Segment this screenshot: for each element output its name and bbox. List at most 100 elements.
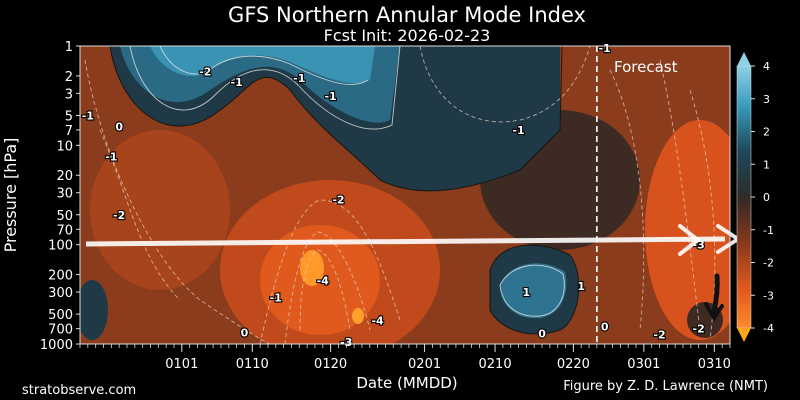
y-tick-label: 1000 — [40, 338, 73, 353]
contour-label: 0 — [241, 327, 249, 340]
contour-neg-9 — [609, 69, 645, 331]
contour-label: 1 — [577, 280, 585, 293]
plot-field — [80, 46, 730, 344]
footer-site: stratobserve.com — [22, 383, 136, 398]
forecast-label: Forecast — [614, 58, 678, 76]
contour-label: -1 — [231, 76, 243, 89]
contour-label: -1 — [105, 151, 117, 164]
contour-pos-2 — [159, 46, 369, 85]
contour-label: -4 — [371, 315, 384, 328]
y-tick-label: 5 — [65, 109, 73, 124]
down-arrow-head — [704, 302, 724, 322]
y-tick-label: 10 — [56, 139, 73, 154]
plot-frame — [79, 45, 731, 345]
contour-neg-4 — [284, 231, 371, 344]
contour-zero-1 — [109, 46, 563, 192]
field-region-positive-5 — [500, 263, 567, 319]
field-region-min-2 — [352, 308, 364, 324]
contour-pos-3 — [499, 264, 565, 317]
y-tick-label: 30 — [56, 187, 73, 202]
chart-title: GFS Northern Annular Mode Index — [228, 3, 586, 27]
colorbar-max-triangle — [737, 52, 751, 66]
contour-label: -2 — [653, 328, 665, 341]
arrow-head-1 — [678, 224, 702, 256]
contour-label: -2 — [199, 65, 211, 78]
field-region-negative-1 — [90, 130, 230, 290]
contour-label: -1 — [270, 291, 282, 304]
colorbar-ticks: 4 3 2 1 0 -1 -2 -3 -4 — [751, 60, 774, 335]
contour-label: 0 — [115, 121, 123, 134]
negative-contours — [84, 46, 716, 344]
x-axis: 0101 0110 0120 0201 0210 0220 0301 0310 — [79, 344, 731, 372]
contour-pos-1 — [129, 46, 401, 130]
contour-label: -1 — [82, 109, 94, 122]
y-tick-label: 200 — [48, 269, 73, 284]
y-tick-label: 20 — [56, 169, 73, 184]
contour-label: -2 — [113, 209, 125, 222]
y-tick-label: 1 — [65, 40, 73, 55]
contour-label: -1 — [324, 90, 336, 103]
contour-label: -1 — [512, 124, 524, 137]
y-tick-label: 7 — [65, 124, 73, 139]
field-region-positive-1 — [110, 46, 560, 191]
y-tick-label: 500 — [48, 308, 73, 323]
positive-contours — [129, 46, 565, 317]
contour-labels: -10-1-2-2-1 -1-1-2-4-10-3-4-11 100-1-3-2 -2 — [81, 41, 706, 350]
y-tick-label: 3 — [65, 87, 73, 102]
contour-label: -3 — [340, 336, 352, 349]
field-region-positive-3 — [150, 46, 375, 84]
x-tick-label: 0220 — [557, 357, 590, 372]
down-arrow-annotation — [704, 273, 724, 322]
colorbar-min-triangle — [737, 328, 751, 342]
contour-neg-6 — [419, 46, 591, 123]
y-tick-label: 50 — [56, 209, 73, 224]
arrow-shaft — [85, 236, 726, 247]
zero-contour — [109, 46, 580, 335]
x-axis-label: Date (MMDD) — [356, 374, 457, 392]
colorbar-tick-label: -3 — [763, 289, 774, 302]
x-tick-label: 0301 — [627, 357, 660, 372]
y-tick-label: 70 — [56, 223, 73, 238]
chart-subtitle: Fcst Init: 2026-02-23 — [324, 26, 491, 45]
x-tick-label: 0310 — [698, 357, 731, 372]
y-tick-label: 2 — [65, 70, 73, 85]
contour-label: 0 — [601, 321, 609, 334]
colorbar-tick-label: -4 — [763, 322, 774, 335]
colorbar-tick-label: -1 — [763, 224, 774, 237]
x-tick-label: 0101 — [165, 357, 198, 372]
contour-label: -2 — [693, 323, 705, 336]
colorbar-bar — [736, 65, 752, 329]
colorbar-tick-label: 0 — [763, 191, 770, 204]
colorbar-tick-label: 1 — [763, 158, 770, 171]
y-tick-label: 700 — [48, 323, 73, 338]
x-tick-label: 0110 — [236, 357, 269, 372]
x-tick-label: 0120 — [314, 357, 347, 372]
contour-neg-8 — [689, 89, 716, 341]
field-region-min-1 — [300, 250, 324, 286]
contour-label: 0 — [538, 327, 546, 340]
y-tick-label: 300 — [48, 286, 73, 301]
y-tick-label: 100 — [48, 239, 73, 254]
colorbar-tick-label: 2 — [763, 126, 770, 139]
footer-credit: Figure by Z. D. Lawrence (NMT) — [563, 379, 768, 394]
y-axis-label: Pressure [hPa] — [1, 138, 20, 253]
x-tick-label: 0201 — [408, 357, 441, 372]
field-region-positive-6 — [80, 280, 108, 340]
contour-label: -1 — [599, 42, 611, 55]
contour-label: -1 — [293, 72, 305, 85]
contour-zero-2 — [489, 244, 580, 335]
contour-neg-2 — [99, 129, 181, 301]
contour-neg-1 — [84, 59, 271, 344]
contour-neg-7 — [659, 59, 701, 331]
x-tick-label: 0210 — [479, 357, 512, 372]
colorbar: 4 3 2 1 0 -1 -2 -3 -4 — [736, 52, 774, 342]
colorbar-tick-label: 4 — [763, 60, 770, 73]
contour-neg-5 — [299, 249, 351, 331]
down-arrow-shaft — [711, 273, 720, 315]
colorbar-tick-label: -2 — [763, 257, 774, 270]
contour-label: -4 — [317, 275, 330, 288]
contour-label: 1 — [523, 286, 531, 299]
contour-neg-3 — [259, 199, 401, 344]
